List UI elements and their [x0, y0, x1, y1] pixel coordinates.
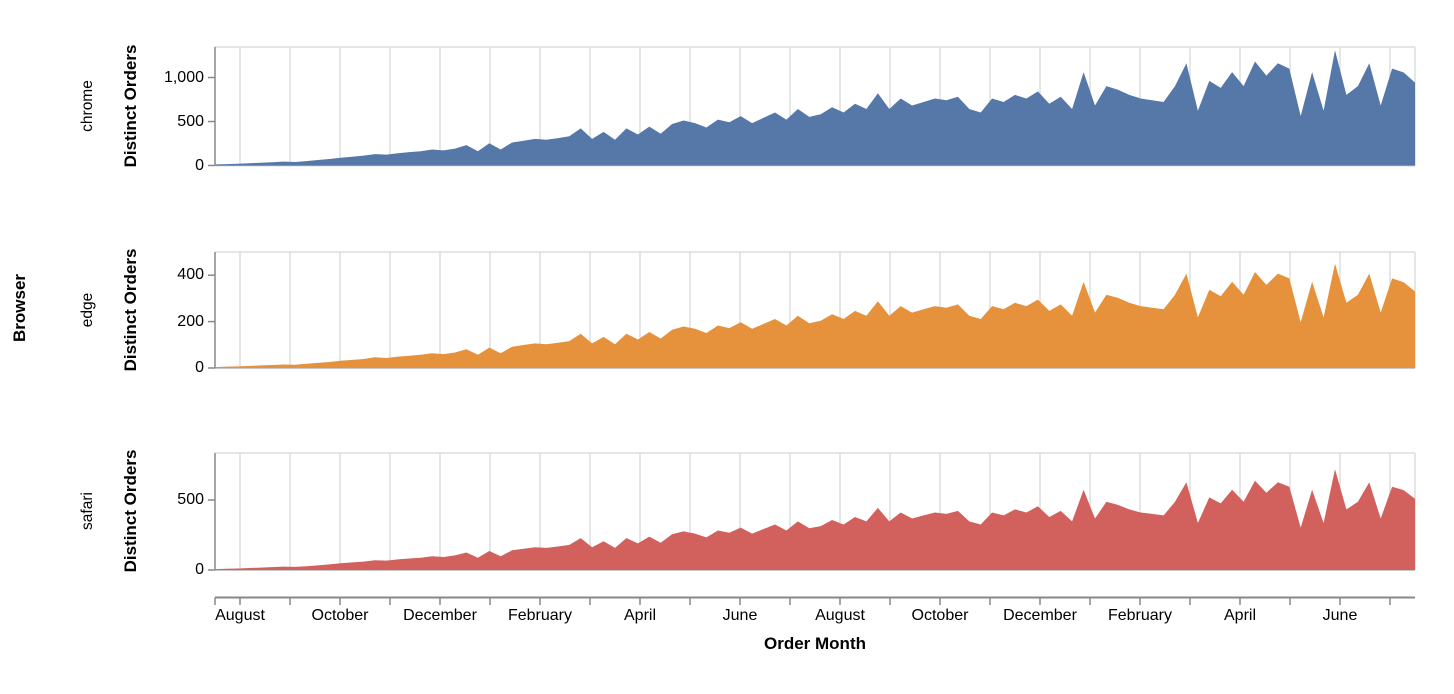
facet-axis-title: Browser: [10, 273, 29, 343]
x-tick-label: April: [623, 607, 657, 624]
y-tick-label: 400: [177, 266, 204, 284]
x-tick-label: August: [215, 607, 265, 624]
x-axis-title: Order Month: [764, 634, 866, 653]
x-tick-label: June: [722, 607, 758, 624]
x-tick-label: April: [1223, 607, 1257, 624]
y-tick-label: 500: [177, 491, 204, 509]
x-tick-label: June: [1322, 607, 1358, 624]
facet-label-edge: edge: [79, 292, 96, 328]
x-tick-label: October: [911, 607, 969, 624]
x-tick-label: October: [311, 607, 369, 624]
x-tick-label: February: [1107, 607, 1173, 624]
area-safari: [215, 469, 1415, 570]
x-tick-label: August: [815, 607, 865, 624]
x-tick-label: December: [1003, 607, 1077, 624]
facet-label-chrome: chrome: [79, 80, 96, 132]
x-tick-label: February: [507, 607, 573, 624]
x-tick-label: December: [403, 607, 477, 624]
y-tick-label: 1,000: [163, 68, 204, 86]
y-tick-label: 0: [195, 561, 204, 578]
y-tick-label: 0: [195, 359, 204, 376]
y-tick-label: 0: [195, 156, 204, 174]
y-axis-title-chrome: Distinct Orders: [121, 44, 140, 168]
y-tick-label: 200: [177, 312, 204, 330]
y-tick-label: 500: [177, 112, 204, 130]
facet-label-safari: safari: [79, 492, 96, 530]
y-axis-title-safari: Distinct Orders: [121, 449, 140, 573]
area-edge: [215, 263, 1415, 368]
area-chrome: [215, 50, 1415, 166]
